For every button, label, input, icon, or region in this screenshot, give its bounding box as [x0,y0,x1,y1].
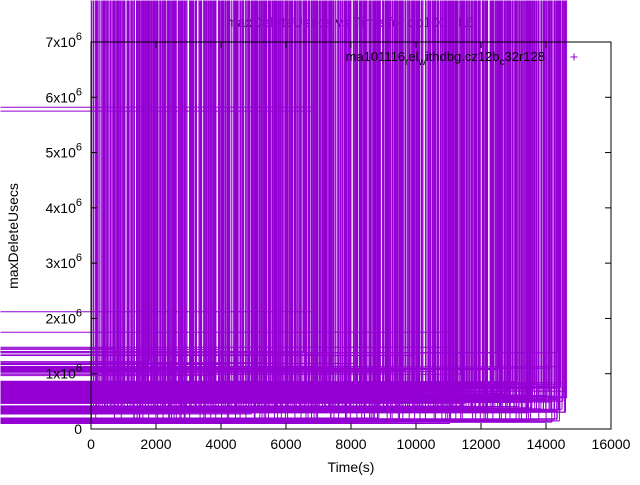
data-point-outlier [0,0,326,356]
data-point [0,0,191,420]
data-point [0,0,380,419]
y-tick-label: 2x106 [46,307,82,326]
data-point [0,0,358,364]
data-point [0,0,556,421]
legend-marker-symbol [570,53,578,61]
data-point [0,0,562,387]
data-point [0,0,263,364]
data-point-outlier [0,0,97,353]
x-tick-label: 4000 [205,436,236,452]
legend: ma101116relwithdbg.cz12bc32r128 [346,49,578,68]
data-point-outlier [0,0,115,349]
y-tick-label: 7x106 [46,31,82,50]
data-point-outlier [0,0,220,350]
data-point [0,0,568,399]
data-point [0,0,551,369]
data-point [0,0,564,384]
y-tick-label: 4x106 [46,197,82,216]
legend-marker [570,53,578,61]
data-point [0,0,375,388]
data-point-outlier [0,0,315,313]
data-point-outlier [0,0,453,348]
x-tick-label: 2000 [140,436,171,452]
y-axis-label: maxDeleteUsecs [5,183,21,289]
data-point [0,0,191,402]
data-point-outlier [0,0,497,354]
x-tick-label: 8000 [335,436,366,452]
data-point-outlier [0,0,150,363]
data-point [0,0,557,386]
x-tick-label: 6000 [270,436,301,452]
legend-label: ma101116relwithdbg.cz12bc32r128 [346,49,545,68]
x-tick-label: 10000 [397,436,436,452]
data-point [0,0,518,383]
data-point-outlier [0,0,415,356]
data-point [0,0,462,375]
data-point [0,0,144,398]
x-tick-label: 0 [87,436,95,452]
x-axis-label: Time(s) [328,459,375,475]
x-tick-label: 14000 [527,436,566,452]
y-tick-label: 0 [74,421,82,437]
x-axis: 0 2000 4000 6000 8000 10000 12000 14000 16000 [87,42,631,452]
data-point [0,0,161,388]
data-point [0,0,148,386]
data-point [0,0,561,368]
y-tick-label: 1x106 [46,363,82,382]
x-tick-label: 12000 [462,436,501,452]
y-tick-label: 5x106 [46,142,82,161]
data-point [0,0,215,377]
data-point [0,0,566,392]
data-point-outlier [0,0,305,353]
y-tick-label: 3x106 [46,252,82,271]
data-point-outlier [0,0,451,333]
y-axis: 0 1x106 2x106 3x106 4x106 5x106 6x106 7x106 [46,31,611,437]
data-point [0,0,397,391]
x-tick-label: 16000 [592,436,631,452]
data-point [0,0,563,410]
y-tick-label: 6x106 [46,86,82,105]
data-points [0,0,568,424]
